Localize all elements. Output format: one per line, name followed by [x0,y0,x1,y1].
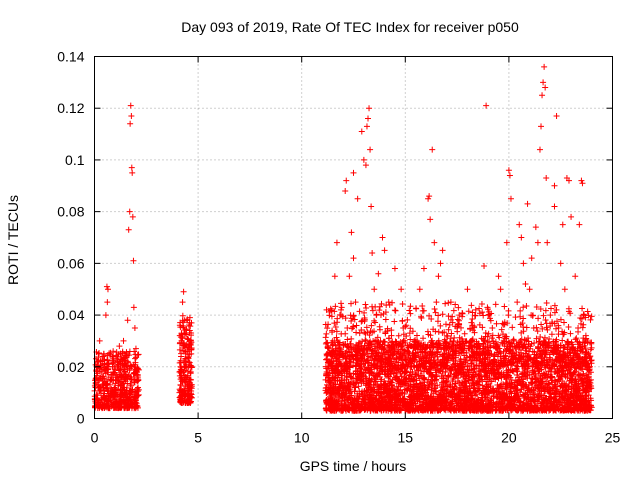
data-point [128,382,135,389]
data-point [108,388,115,395]
data-point [112,380,119,387]
data-point [110,370,117,377]
data-point [134,378,141,385]
data-point [104,369,111,376]
data-point [117,364,124,371]
data-point [131,395,138,402]
data-point [130,370,137,377]
points-layer [91,63,595,414]
data-point [114,362,121,369]
data-point [182,363,189,370]
data-point [99,404,106,411]
data-point [109,377,116,384]
data-point [187,340,194,347]
data-point [123,393,130,400]
data-point [184,335,191,342]
data-point [187,393,194,400]
data-point [121,404,128,411]
data-point [133,366,140,373]
data-point [177,381,184,388]
data-point [128,388,135,395]
data-point [186,341,193,348]
data-point [176,346,183,353]
data-point [112,404,119,411]
data-point [113,399,120,406]
data-point [103,385,110,392]
data-point [185,336,192,343]
grid-layer [94,56,613,419]
data-point [135,377,142,384]
data-point [135,351,142,358]
data-point [129,400,136,407]
data-point [94,364,101,371]
data-point [186,327,193,334]
data-point [177,370,184,377]
data-point [134,371,141,378]
data-point [179,312,186,319]
data-point [106,403,113,410]
data-point [188,394,195,401]
data-point [115,351,122,358]
data-point [180,324,187,331]
data-point [123,375,130,382]
data-point [187,368,194,375]
data-point [112,393,119,400]
data-point [116,400,123,407]
data-point [129,401,136,408]
data-point [111,369,118,376]
data-point [177,334,184,341]
data-point [132,361,139,368]
data-point [96,404,103,411]
data-point [186,314,193,321]
data-point [177,376,184,383]
data-point [180,343,187,350]
data-point [188,346,195,353]
data-point [127,362,134,369]
data-point [126,404,133,411]
data-point [186,359,193,366]
data-point [188,364,195,371]
data-point [133,403,140,410]
data-point [132,355,139,362]
data-point [94,358,101,365]
data-point [124,366,131,373]
data-point [109,363,116,370]
data-point [185,399,192,406]
data-point [124,358,131,365]
data-point [104,357,111,364]
data-point [106,350,113,357]
data-point [107,351,114,358]
data-point [188,332,195,339]
data-point [184,354,191,361]
data-point [121,399,128,406]
data-point [134,385,141,392]
data-point [119,349,126,356]
data-point [185,321,192,328]
data-point [104,401,111,408]
data-point [134,351,141,358]
